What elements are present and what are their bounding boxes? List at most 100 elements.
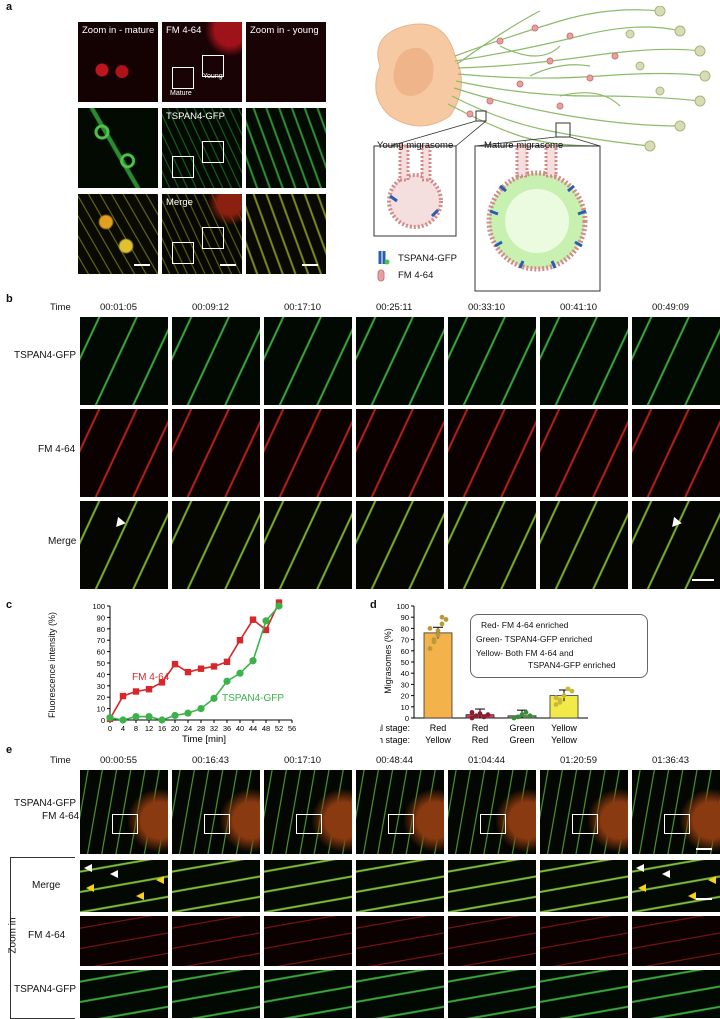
data-point bbox=[145, 712, 153, 721]
roi-mature-3 bbox=[172, 242, 194, 264]
data-point bbox=[527, 713, 533, 719]
gfp-legend-icon bbox=[384, 259, 390, 265]
data-point bbox=[565, 686, 571, 692]
roi-box bbox=[480, 814, 506, 834]
micrograph-tile bbox=[356, 916, 444, 966]
x-tick-label: 40 bbox=[236, 724, 244, 733]
data-point bbox=[275, 602, 283, 610]
arrowhead-icon bbox=[110, 870, 118, 878]
data-point bbox=[132, 712, 140, 721]
time-label: Time bbox=[50, 755, 71, 766]
stage-row-label: Initial stage: bbox=[380, 723, 410, 733]
micrograph-zoom-mature-tspan bbox=[78, 108, 158, 188]
micrograph-tile bbox=[356, 770, 444, 854]
data-point bbox=[158, 716, 166, 724]
timepoint-label: 00:48:44 bbox=[376, 755, 413, 766]
data-point bbox=[439, 621, 445, 627]
micrograph-tile bbox=[448, 916, 536, 966]
timepoint-label: 00:17:10 bbox=[284, 302, 321, 313]
micrograph-tile bbox=[80, 970, 168, 1018]
arrowhead-icon bbox=[112, 516, 126, 531]
top-row-label-1: TSPAN4-GFP bbox=[14, 798, 77, 809]
micrograph-zoom-young-tspan bbox=[246, 108, 326, 188]
data-point bbox=[197, 705, 205, 713]
data-point bbox=[132, 688, 140, 695]
roi-box bbox=[112, 814, 138, 834]
y-tick-label: 0 bbox=[101, 716, 105, 725]
data-point bbox=[184, 668, 192, 676]
arrowhead-icon bbox=[688, 892, 696, 900]
tspan-legend-icon bbox=[378, 251, 386, 264]
stage-value: Green bbox=[509, 723, 534, 733]
y-tick-label: 80 bbox=[401, 624, 409, 633]
title-tspan: TSPAN4-GFP bbox=[166, 111, 225, 122]
micrograph-tile bbox=[540, 409, 628, 497]
y-tick-label: 60 bbox=[97, 648, 105, 657]
title-merge: Merge bbox=[166, 197, 193, 208]
row-label-tspan: TSPAN4-GFP bbox=[14, 350, 77, 361]
micrograph-tile bbox=[264, 501, 352, 589]
chart-d-ylabel: Migrasomes (%) bbox=[383, 628, 393, 694]
micrograph-tile bbox=[264, 916, 352, 966]
micrograph-tile bbox=[448, 970, 536, 1018]
scale-bar bbox=[302, 264, 318, 266]
micrograph-tile bbox=[80, 317, 168, 405]
series-label-fm: FM 4-64 bbox=[132, 672, 170, 683]
micrograph-tile bbox=[80, 916, 168, 966]
data-point bbox=[171, 711, 179, 720]
data-point bbox=[473, 713, 479, 719]
timepoint-label: 00:00:55 bbox=[100, 755, 137, 766]
y-tick-label: 30 bbox=[97, 682, 105, 691]
data-point bbox=[511, 715, 517, 721]
micrograph-tile bbox=[80, 409, 168, 497]
arrowhead-icon bbox=[668, 516, 682, 531]
timepoint-label: 00:41:10 bbox=[560, 302, 597, 313]
y-tick-label: 80 bbox=[97, 625, 105, 634]
young-migrasome-label: Young migrasome bbox=[377, 140, 454, 151]
x-tick-label: 44 bbox=[249, 724, 257, 733]
data-point bbox=[262, 617, 270, 625]
data-point bbox=[184, 709, 192, 717]
timepoint-label: 01:04:44 bbox=[468, 755, 505, 766]
timepoint-label: 01:36:43 bbox=[652, 755, 689, 766]
micrograph-tile bbox=[540, 770, 628, 854]
title-zoom-mature: Zoom in - mature bbox=[82, 25, 155, 36]
data-point bbox=[236, 669, 244, 677]
data-point bbox=[249, 616, 257, 623]
y-tick-label: 70 bbox=[401, 636, 409, 645]
arrowhead-icon bbox=[156, 876, 164, 884]
legend-fm4-64: FM 4-64 bbox=[398, 270, 434, 281]
data-point bbox=[485, 712, 491, 718]
micrograph-tile bbox=[264, 409, 352, 497]
timepoint-label: 00:01:05 bbox=[100, 302, 137, 313]
roi-box bbox=[388, 814, 414, 834]
micrograph-tile bbox=[172, 860, 260, 912]
micrograph-tile bbox=[264, 860, 352, 912]
micrograph-tile bbox=[632, 970, 720, 1018]
y-tick-label: 50 bbox=[97, 659, 105, 668]
stage-value: Red bbox=[472, 735, 489, 745]
data-point bbox=[210, 663, 218, 670]
y-tick-label: 60 bbox=[401, 647, 409, 656]
data-point bbox=[557, 699, 563, 705]
row-label-merge: Merge bbox=[48, 536, 77, 547]
micrograph-tile bbox=[448, 409, 536, 497]
data-point bbox=[443, 617, 449, 622]
data-point bbox=[515, 714, 521, 720]
roi-box bbox=[664, 814, 690, 834]
micrograph-tile bbox=[356, 501, 444, 589]
x-tick-label: 12 bbox=[145, 724, 153, 733]
micrograph-tile bbox=[632, 860, 720, 912]
row-label-fm: FM 4-64 bbox=[38, 444, 76, 455]
micrograph-tile bbox=[632, 916, 720, 966]
micrograph-zoom-young-merge bbox=[246, 194, 326, 274]
e-row-label-merge: Merge bbox=[32, 880, 61, 891]
micrograph-tile bbox=[540, 970, 628, 1018]
micrograph-tile bbox=[172, 770, 260, 854]
migrasome-schematic bbox=[373, 6, 711, 292]
stage-legend-box: Red- FM 4-64 enriched Green- TSPAN4-GFP … bbox=[470, 614, 648, 678]
data-point bbox=[223, 677, 231, 685]
data-point bbox=[553, 702, 559, 707]
data-point bbox=[106, 714, 114, 722]
micrograph-zoom-mature-merge bbox=[78, 194, 158, 274]
